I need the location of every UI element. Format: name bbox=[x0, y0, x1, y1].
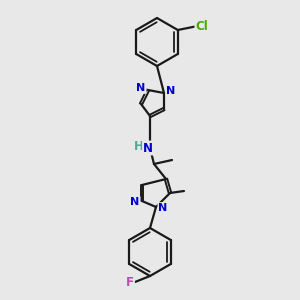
Text: N: N bbox=[143, 142, 153, 154]
Text: N: N bbox=[167, 86, 176, 96]
Text: Cl: Cl bbox=[195, 20, 208, 32]
Text: N: N bbox=[158, 203, 168, 213]
Text: N: N bbox=[130, 197, 140, 207]
Text: H: H bbox=[134, 140, 144, 152]
Text: N: N bbox=[136, 83, 146, 93]
Text: F: F bbox=[126, 275, 134, 289]
